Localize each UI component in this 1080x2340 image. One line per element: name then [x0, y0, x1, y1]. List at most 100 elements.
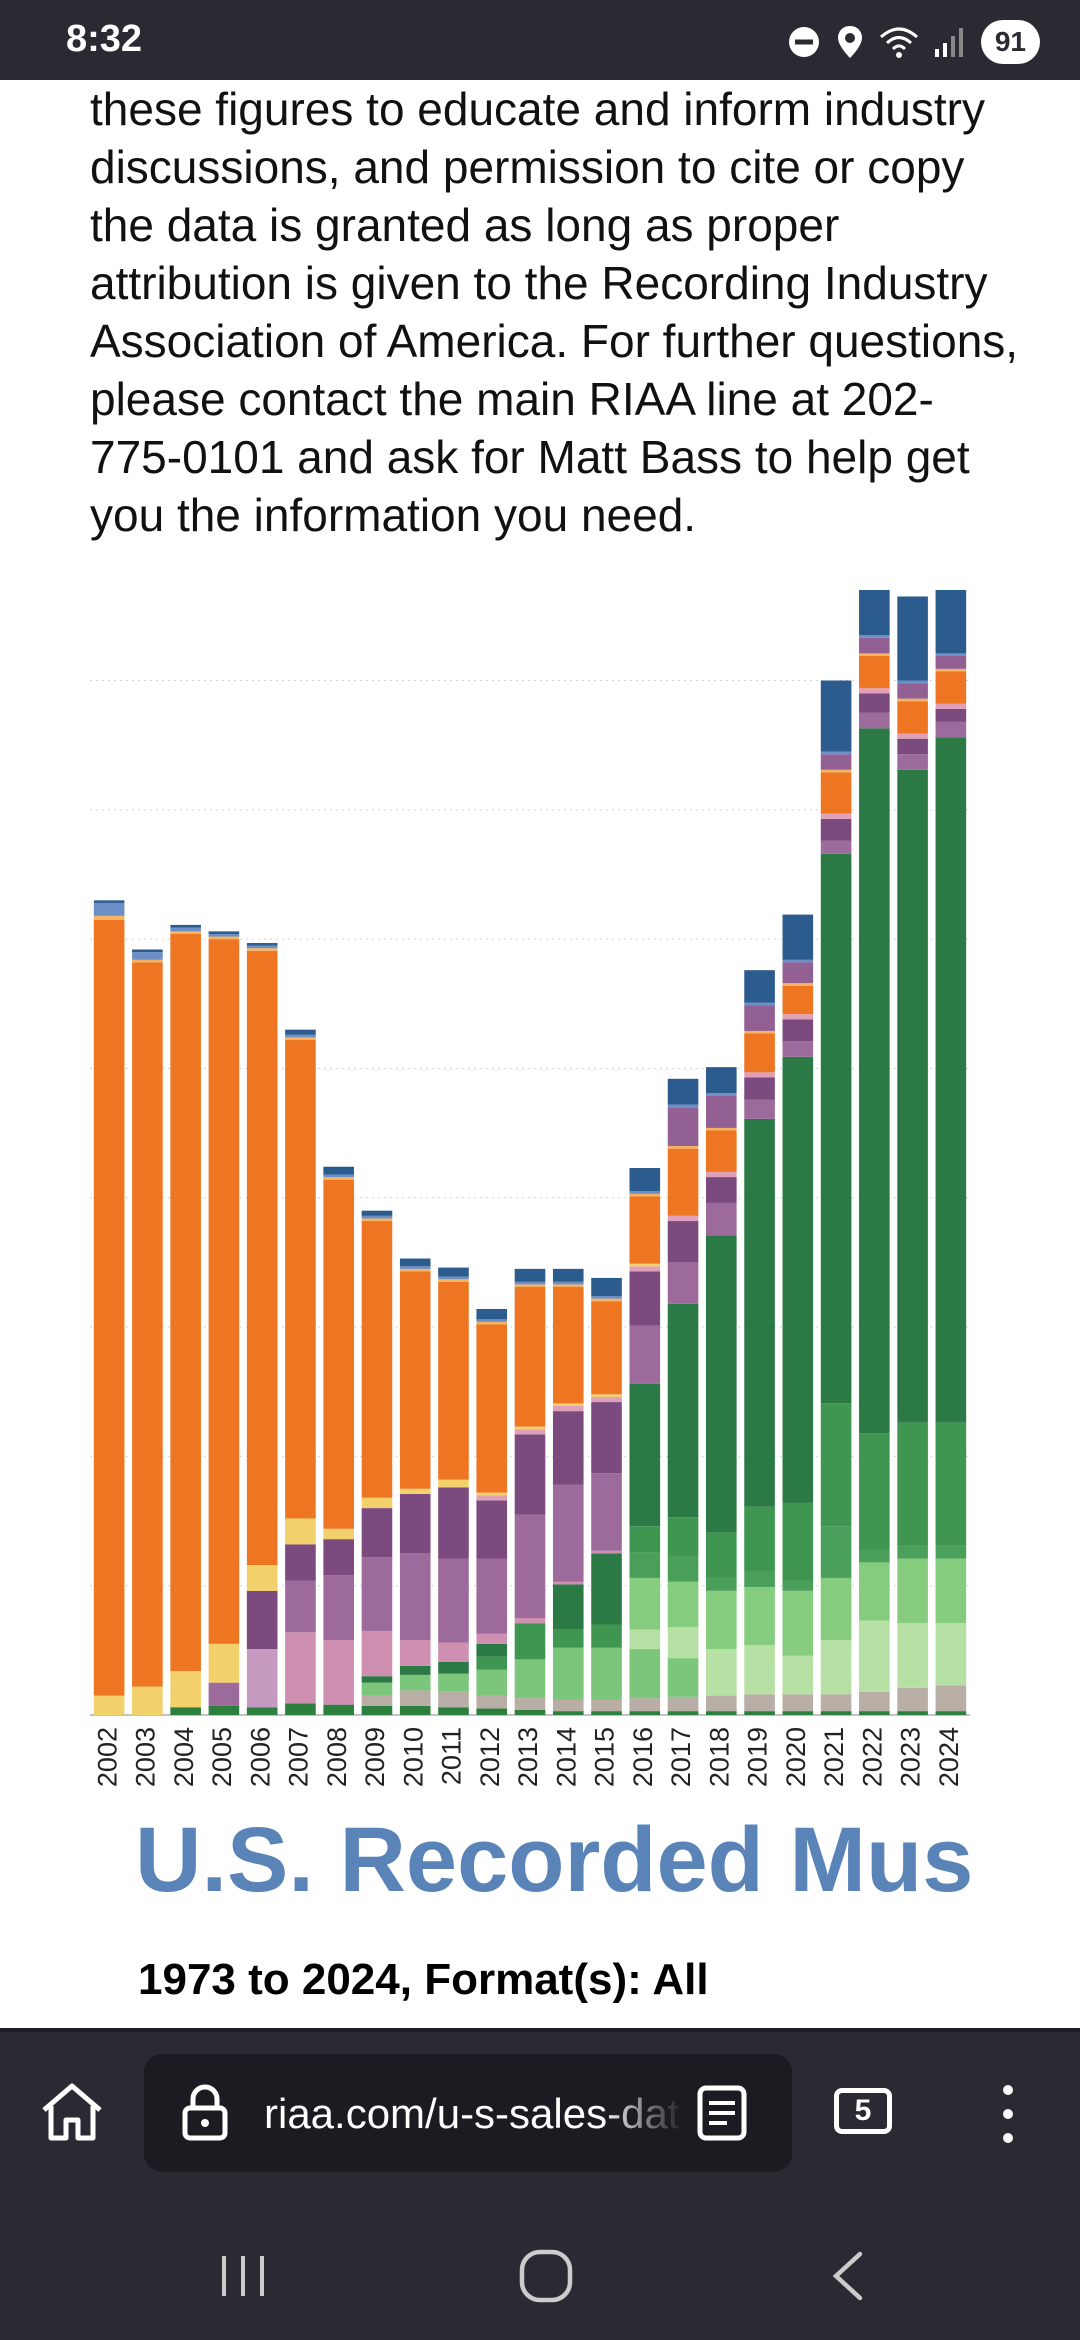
bar-segment[interactable] — [782, 1655, 814, 1695]
bar-segment[interactable] — [782, 983, 814, 986]
bar-segment[interactable] — [476, 1669, 508, 1696]
bar-segment[interactable] — [361, 1557, 393, 1631]
bar-segment[interactable] — [514, 1698, 546, 1710]
bar-segment[interactable] — [859, 557, 890, 636]
bar-segment[interactable] — [591, 1553, 622, 1625]
bar-segment[interactable] — [170, 931, 201, 934]
bar-segment[interactable] — [170, 1671, 201, 1708]
bar-segment[interactable] — [323, 1174, 354, 1178]
bar-segment[interactable] — [897, 1711, 928, 1715]
bar-segment[interactable] — [859, 635, 890, 638]
bar-segment[interactable] — [285, 1037, 316, 1040]
bar-segment[interactable] — [744, 1002, 775, 1006]
bar-segment[interactable] — [438, 1487, 469, 1559]
bar-segment[interactable] — [591, 1711, 622, 1715]
bar-segment[interactable] — [514, 1618, 546, 1624]
bar-segment[interactable] — [438, 1276, 469, 1280]
back-icon[interactable] — [828, 2250, 868, 2302]
bar-segment[interactable] — [132, 949, 163, 953]
bar-segment[interactable] — [514, 1429, 546, 1435]
bar-segment[interactable] — [399, 1674, 431, 1691]
bar-segment[interactable] — [591, 1298, 622, 1302]
bar-segment[interactable] — [897, 733, 928, 739]
bar-segment[interactable] — [820, 1577, 852, 1640]
bar-segment[interactable] — [476, 1695, 508, 1709]
bar-segment[interactable] — [706, 1127, 737, 1131]
bar-segment[interactable] — [285, 1544, 316, 1581]
bar-segment[interactable] — [706, 1067, 737, 1094]
bar-segment[interactable] — [744, 1072, 775, 1078]
bar-segment[interactable] — [208, 1705, 240, 1715]
bar-segment[interactable] — [514, 1709, 546, 1715]
bar-segment[interactable] — [859, 688, 890, 694]
bar-segment[interactable] — [285, 1034, 316, 1038]
bar-segment[interactable] — [935, 1685, 967, 1712]
bar-segment[interactable] — [706, 1095, 737, 1128]
bar-segment[interactable] — [552, 1286, 584, 1404]
bar-segment[interactable] — [629, 1263, 661, 1267]
bar-segment[interactable] — [361, 1695, 393, 1706]
bar-segment[interactable] — [361, 1210, 393, 1216]
bar-segment[interactable] — [859, 655, 890, 689]
bar-segment[interactable] — [744, 1506, 775, 1572]
bar-segment[interactable] — [706, 1093, 737, 1096]
bar-segment[interactable] — [820, 1640, 852, 1695]
bar-segment[interactable] — [552, 1484, 584, 1582]
bar-segment[interactable] — [667, 1215, 699, 1222]
bar-segment[interactable] — [820, 1403, 852, 1527]
bar-segment[interactable] — [361, 1630, 393, 1677]
bar-segment[interactable] — [476, 1558, 508, 1634]
bar-segment[interactable] — [782, 1694, 814, 1712]
bar-segment[interactable] — [93, 902, 125, 916]
bar-segment[interactable] — [552, 1284, 584, 1287]
bar-segment[interactable] — [859, 1433, 890, 1550]
bar-segment[interactable] — [859, 693, 890, 713]
bar-segment[interactable] — [859, 1711, 890, 1715]
bar-segment[interactable] — [476, 1656, 508, 1670]
bar-segment[interactable] — [399, 1268, 431, 1272]
bar-segment[interactable] — [285, 1029, 316, 1035]
bar-segment[interactable] — [820, 751, 852, 755]
bar-segment[interactable] — [629, 1629, 661, 1650]
bar-segment[interactable] — [667, 1555, 699, 1582]
bar-segment[interactable] — [591, 1402, 622, 1474]
bar-segment[interactable] — [706, 1649, 737, 1696]
bar-segment[interactable] — [438, 1661, 469, 1674]
bar-segment[interactable] — [514, 1623, 546, 1660]
bar-segment[interactable] — [629, 1649, 661, 1699]
bar-segment[interactable] — [706, 1130, 737, 1172]
bar-segment[interactable] — [859, 653, 890, 656]
bar-segment[interactable] — [208, 933, 240, 937]
bar-segment[interactable] — [514, 1268, 546, 1282]
bar-segment[interactable] — [667, 1658, 699, 1697]
bar-segment[interactable] — [552, 1405, 584, 1412]
bar-segment[interactable] — [897, 680, 928, 684]
bar-segment[interactable] — [897, 1623, 928, 1688]
bar-segment[interactable] — [438, 1558, 469, 1643]
bar-segment[interactable] — [399, 1271, 431, 1489]
more-options-icon[interactable] — [996, 2082, 1020, 2146]
bar-segment[interactable] — [935, 703, 967, 709]
bar-segment[interactable] — [820, 818, 852, 841]
bar-segment[interactable] — [476, 1319, 508, 1322]
bar-segment[interactable] — [246, 1649, 278, 1708]
bar-segment[interactable] — [782, 1041, 814, 1057]
bar-segment[interactable] — [285, 1703, 316, 1715]
bar-segment[interactable] — [323, 1179, 354, 1529]
bar-segment[interactable] — [552, 1647, 584, 1700]
bar-segment[interactable] — [246, 950, 278, 1565]
bar-segment[interactable] — [552, 1629, 584, 1648]
bar-segment[interactable] — [667, 1262, 699, 1304]
bar-segment[interactable] — [246, 948, 278, 951]
bar-segment[interactable] — [514, 1659, 546, 1699]
bar-segment[interactable] — [897, 1558, 928, 1624]
bar-segment[interactable] — [859, 637, 890, 654]
bar-segment[interactable] — [132, 1686, 163, 1715]
bar-segment[interactable] — [93, 1695, 125, 1715]
bar-segment[interactable] — [706, 1177, 737, 1203]
bar-segment[interactable] — [667, 1148, 699, 1216]
bar-segment[interactable] — [591, 1473, 622, 1551]
bar-segment[interactable] — [935, 708, 967, 722]
bar-segment[interactable] — [323, 1166, 354, 1175]
bar-segment[interactable] — [399, 1665, 431, 1675]
